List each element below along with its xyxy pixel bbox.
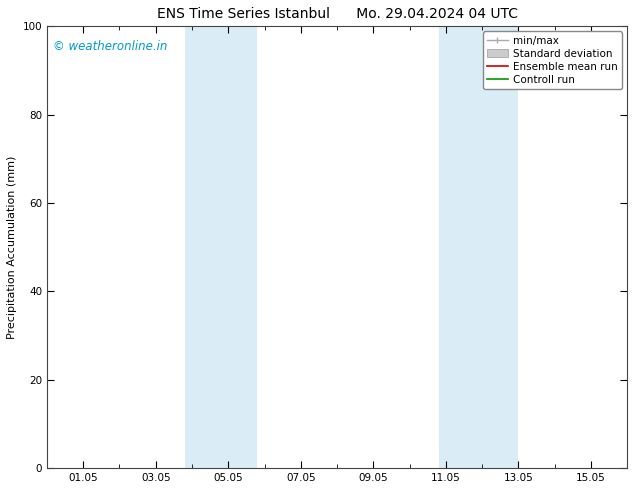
- Legend: min/max, Standard deviation, Ensemble mean run, Controll run: min/max, Standard deviation, Ensemble me…: [482, 31, 622, 89]
- Y-axis label: Precipitation Accumulation (mm): Precipitation Accumulation (mm): [7, 155, 17, 339]
- Text: © weatheronline.in: © weatheronline.in: [53, 40, 167, 52]
- Title: ENS Time Series Istanbul      Mo. 29.04.2024 04 UTC: ENS Time Series Istanbul Mo. 29.04.2024 …: [157, 7, 517, 21]
- Bar: [439, 26, 518, 468]
- Bar: [184, 26, 257, 468]
